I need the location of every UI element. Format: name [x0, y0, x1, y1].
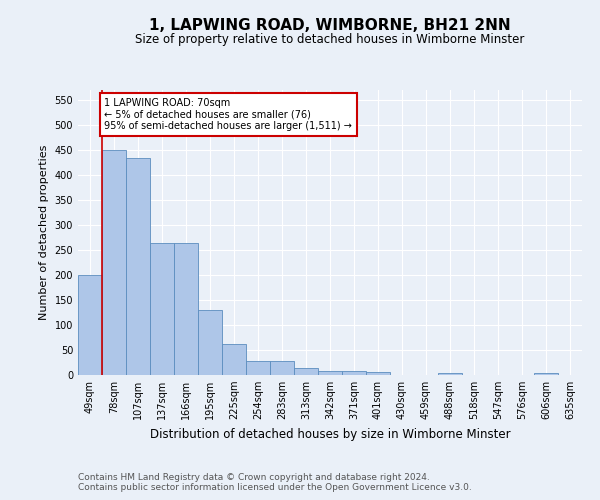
Bar: [270, 361, 294, 375]
Bar: [366, 372, 390, 375]
Bar: [246, 361, 270, 375]
Bar: [534, 372, 558, 375]
Bar: [438, 372, 462, 375]
Text: Contains public sector information licensed under the Open Government Licence v3: Contains public sector information licen…: [78, 482, 472, 492]
Bar: [150, 242, 174, 375]
Bar: [198, 310, 222, 375]
Bar: [294, 368, 318, 375]
Text: 1, LAPWING ROAD, WIMBORNE, BH21 2NN: 1, LAPWING ROAD, WIMBORNE, BH21 2NN: [149, 18, 511, 32]
Bar: [102, 150, 126, 375]
Text: Size of property relative to detached houses in Wimborne Minster: Size of property relative to detached ho…: [136, 32, 524, 46]
Bar: [126, 158, 150, 375]
Text: 1 LAPWING ROAD: 70sqm
← 5% of detached houses are smaller (76)
95% of semi-detac: 1 LAPWING ROAD: 70sqm ← 5% of detached h…: [104, 98, 352, 130]
Bar: [222, 344, 246, 375]
X-axis label: Distribution of detached houses by size in Wimborne Minster: Distribution of detached houses by size …: [149, 428, 511, 440]
Y-axis label: Number of detached properties: Number of detached properties: [39, 145, 49, 320]
Bar: [78, 275, 102, 375]
Bar: [342, 370, 366, 375]
Bar: [174, 242, 198, 375]
Bar: [318, 370, 342, 375]
Text: Contains HM Land Registry data © Crown copyright and database right 2024.: Contains HM Land Registry data © Crown c…: [78, 472, 430, 482]
